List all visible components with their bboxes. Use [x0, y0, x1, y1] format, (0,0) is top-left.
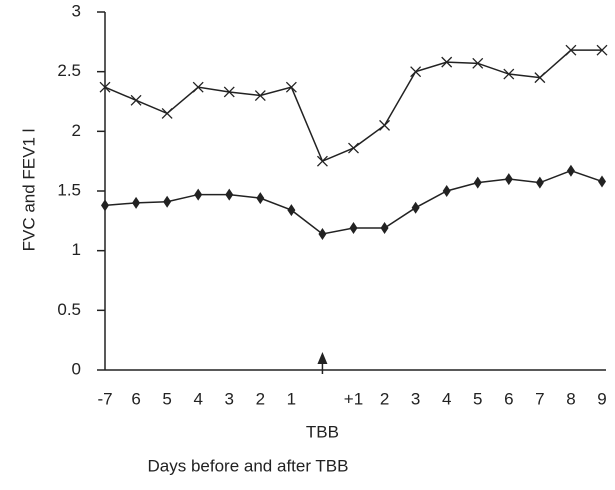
y-axis-label: FVC and FEV1 l — [19, 129, 38, 252]
point — [285, 81, 297, 93]
point — [132, 196, 141, 209]
point — [504, 173, 513, 186]
x-tick-label: 8 — [566, 389, 575, 408]
point — [442, 185, 451, 197]
y-tick-label: 1 — [72, 240, 81, 259]
event-arrow-head — [317, 352, 328, 364]
x-tick-label: 3 — [411, 389, 420, 408]
y-tick-label: 0.5 — [57, 300, 81, 319]
point — [256, 192, 265, 205]
point — [348, 142, 359, 154]
x-tick-label: +1 — [344, 389, 363, 408]
x-tick-label: 2 — [256, 389, 265, 408]
point — [316, 155, 328, 167]
point — [287, 204, 296, 217]
x-tick-label: -7 — [97, 389, 112, 408]
x-tick-label: 9 — [597, 389, 606, 408]
point — [161, 107, 173, 119]
point — [473, 176, 482, 189]
point — [101, 199, 109, 212]
point — [225, 188, 234, 201]
point — [534, 72, 546, 84]
point — [349, 221, 358, 234]
x-tick-label: 3 — [225, 389, 234, 408]
point — [163, 195, 172, 208]
point — [223, 86, 235, 98]
point — [565, 44, 577, 56]
y-tick-label: 1.5 — [57, 180, 81, 199]
point — [596, 44, 608, 56]
point — [411, 201, 420, 214]
point — [535, 176, 544, 189]
point — [99, 81, 111, 93]
point — [192, 81, 204, 93]
x-tick-label: 2 — [380, 389, 389, 408]
point — [566, 164, 575, 177]
point — [379, 119, 391, 131]
point — [503, 68, 515, 80]
x-tick-label: 1 — [287, 389, 296, 408]
x-axis-label: Days before and after TBB — [148, 456, 349, 475]
x-tick-label: 5 — [162, 389, 171, 408]
y-tick-label: 0 — [72, 359, 81, 378]
point — [598, 175, 606, 188]
x-tick-label: 7 — [535, 389, 544, 408]
x-tick-label: TBB — [306, 422, 339, 441]
x-tick-label: 5 — [473, 389, 482, 408]
point — [254, 90, 266, 101]
x-tick-label: 6 — [131, 389, 140, 408]
x-tick-label: 4 — [193, 389, 202, 408]
point — [380, 221, 389, 234]
y-tick-label: 2 — [72, 121, 81, 140]
x-tick-label: 6 — [504, 389, 513, 408]
point — [410, 66, 422, 78]
point — [194, 188, 203, 201]
x-tick-label: 4 — [442, 389, 451, 408]
y-tick-label: 2.5 — [57, 61, 81, 80]
y-tick-label: 3 — [72, 1, 81, 20]
series-line — [104, 49, 602, 163]
point — [318, 227, 327, 240]
point — [441, 56, 453, 68]
point — [472, 57, 484, 69]
point — [130, 94, 142, 106]
